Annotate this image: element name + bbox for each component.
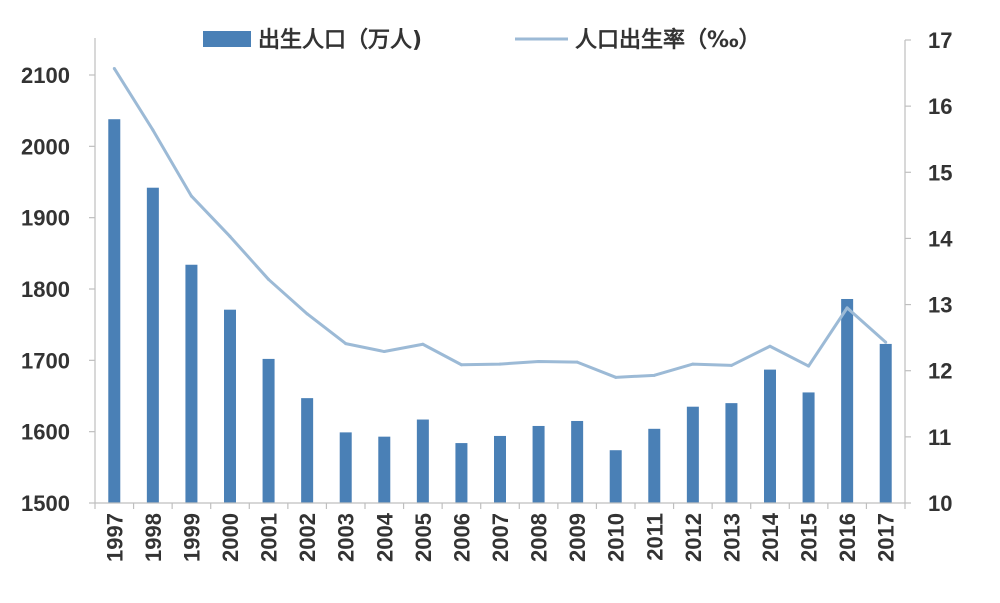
bar-2013: [725, 403, 738, 503]
right-axis-ticks: 10 11 12 13 14 15 16 17: [905, 28, 953, 516]
legend-bar-label: 出生人口（万人): [258, 28, 422, 53]
x-tick-label: 2000: [218, 513, 243, 562]
line-point-2011: [652, 373, 656, 377]
x-axis-ticks: 1997 1998 1999 2000 2001 2002 2003 2004 2005 2006…: [94, 503, 906, 562]
x-tick-label: 2009: [565, 513, 590, 562]
line-point-2016: [845, 306, 849, 310]
x-tick-label: 2004: [372, 512, 397, 562]
line-point-1998: [151, 128, 155, 132]
bar-2017: [879, 343, 892, 503]
bar-1997: [108, 119, 121, 503]
line-point-2017: [884, 340, 888, 344]
x-tick-label: 2016: [835, 513, 860, 562]
left-axis-ticks: 1500 1600 1700 1800 1900 2000 2100: [21, 63, 95, 516]
left-tick-label: 2000: [21, 134, 70, 159]
x-tick-label: 1998: [141, 513, 166, 562]
x-tick-label: 2003: [334, 513, 359, 562]
x-tick-label: 2011: [642, 513, 667, 561]
x-tick-label: 2013: [719, 513, 744, 562]
line-point-2002: [305, 312, 309, 316]
axes: [94, 38, 906, 504]
bar-1998: [146, 187, 159, 503]
bar-2005: [416, 419, 429, 503]
bar-series: [108, 119, 892, 503]
bar-2012: [686, 406, 699, 503]
bar-2002: [301, 398, 314, 503]
line-point-2005: [421, 342, 425, 346]
bar-2011: [648, 428, 661, 503]
bar-2006: [455, 443, 468, 503]
bar-2007: [494, 435, 506, 503]
left-tick-label: 1600: [21, 420, 70, 445]
right-tick-label: 14: [928, 226, 953, 251]
line-point-2006: [459, 363, 463, 367]
left-tick-label: 1700: [21, 348, 70, 373]
bar-2015: [802, 392, 815, 503]
x-tick-label: 2014: [758, 512, 783, 562]
right-tick-label: 12: [928, 359, 952, 384]
bar-2016: [841, 298, 854, 503]
x-tick-label: 2017: [874, 513, 899, 562]
line-point-2004: [382, 350, 386, 354]
line-series-layer: [112, 66, 888, 379]
line-point-2014: [768, 344, 772, 348]
right-tick-label: 16: [928, 94, 952, 119]
bar-2001: [262, 358, 275, 503]
line-point-2013: [729, 363, 733, 367]
right-tick-label: 17: [928, 28, 952, 53]
line-point-2001: [267, 277, 271, 281]
legend-bar-swatch: [203, 31, 251, 47]
x-tick-label: 1999: [179, 513, 204, 562]
line-point-1997: [112, 66, 116, 70]
right-tick-label: 13: [928, 293, 952, 318]
bar-2004: [378, 436, 391, 503]
left-tick-label: 1900: [21, 206, 70, 231]
line-point-2015: [807, 364, 811, 368]
left-tick-label: 2100: [21, 63, 70, 88]
left-tick-label: 1800: [21, 277, 70, 302]
x-tick-label: 2002: [295, 513, 320, 562]
legend-line-label: 人口出生率（‰）: [575, 27, 761, 53]
x-tick-label: 2001: [257, 513, 282, 562]
x-tick-label: 2015: [797, 513, 822, 562]
line-point-2003: [344, 342, 348, 346]
line-point-2008: [537, 359, 541, 363]
legend: 出生人口（万人) 人口出生率（‰）: [203, 27, 761, 53]
right-tick-label: 10: [928, 491, 952, 516]
left-tick-label: 1500: [21, 491, 70, 516]
bar-2003: [339, 432, 352, 503]
bar-2010: [609, 450, 622, 503]
line-point-2012: [691, 362, 695, 366]
x-tick-label: 2008: [527, 513, 552, 562]
x-tick-label: 2006: [449, 513, 474, 562]
bar-1999: [185, 264, 198, 503]
x-tick-label: 2007: [488, 513, 513, 562]
bar-2009: [571, 420, 584, 503]
x-tick-label: 1997: [102, 513, 127, 562]
line-point-2009: [575, 360, 579, 364]
x-tick-label: 2005: [411, 513, 436, 562]
line-point-2007: [498, 362, 502, 366]
line-point-2000: [228, 234, 232, 238]
bar-2014: [764, 369, 776, 503]
right-tick-label: 11: [928, 425, 951, 450]
x-tick-label: 2010: [604, 513, 629, 562]
bar-2008: [532, 425, 545, 503]
line-point-1999: [189, 194, 193, 198]
line-point-2010: [614, 375, 618, 379]
right-tick-label: 15: [928, 160, 952, 185]
bar-2000: [224, 309, 236, 503]
x-tick-label: 2012: [681, 513, 706, 562]
